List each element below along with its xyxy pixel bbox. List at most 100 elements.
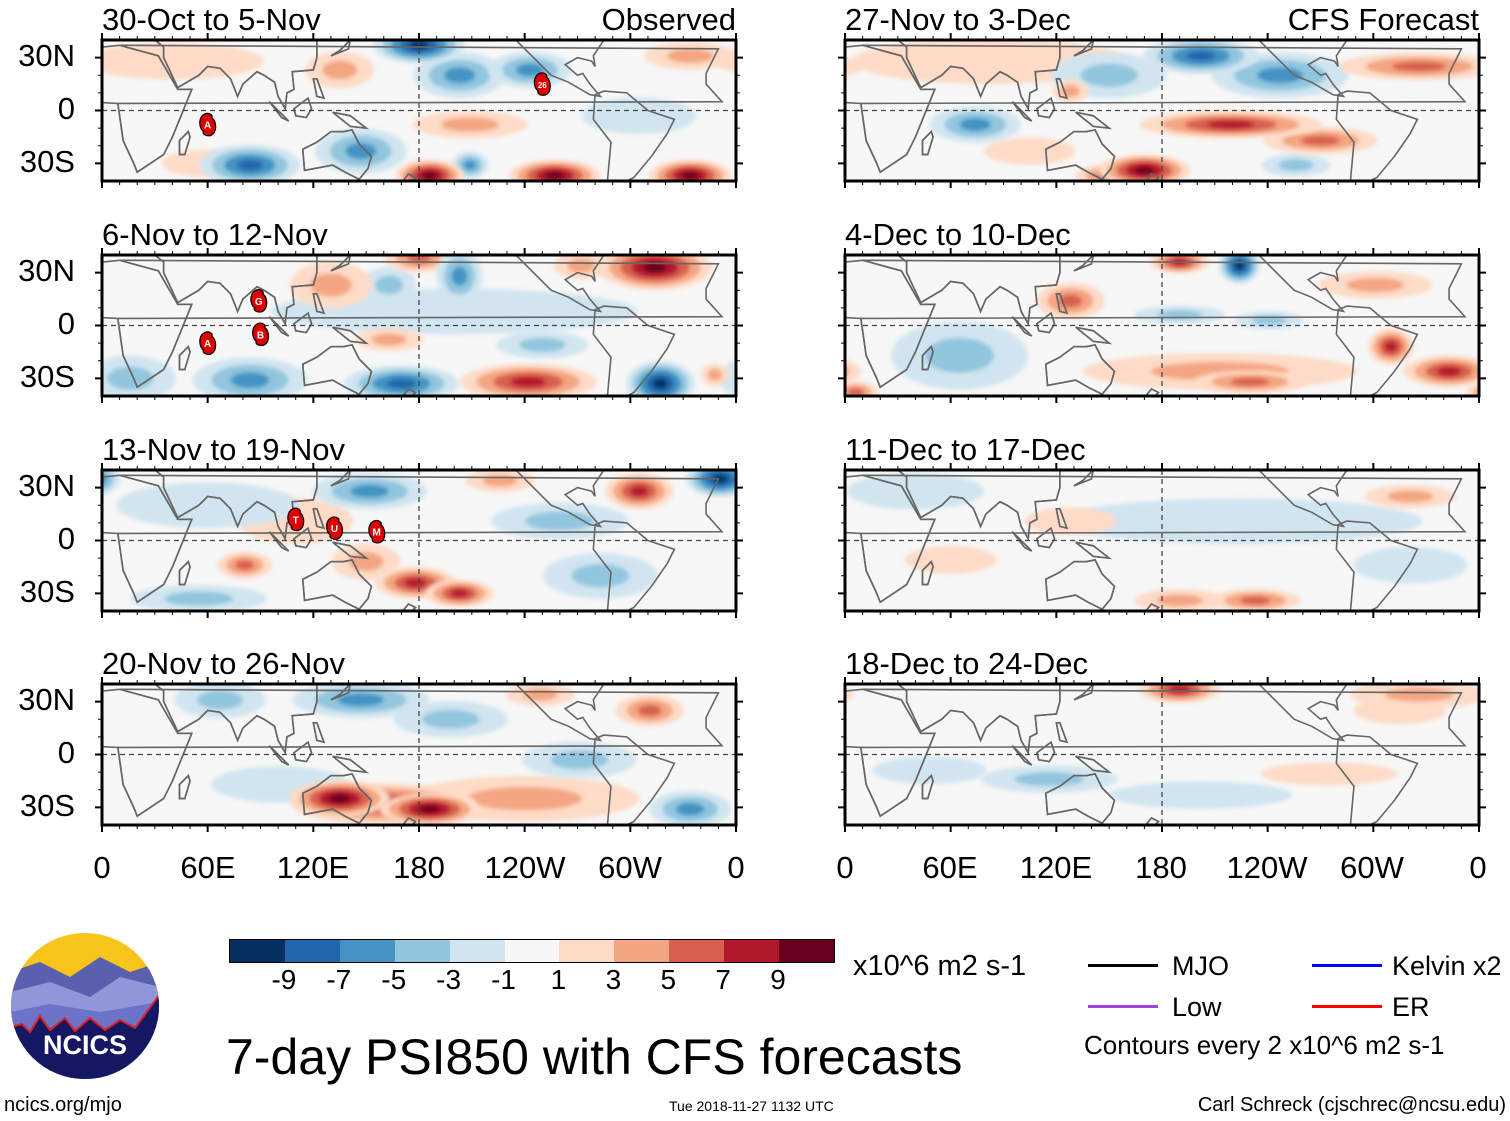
coastline <box>332 326 369 345</box>
anomaly-contour <box>516 63 544 77</box>
map-panel <box>838 463 1486 618</box>
lat-label: 30S <box>19 144 75 179</box>
colorbar-level: -5 <box>381 964 407 995</box>
anomaly-contour <box>846 472 985 510</box>
anomaly-contour <box>753 491 799 502</box>
legend-low-line <box>1088 1005 1158 1008</box>
legend-mjo-line <box>1088 964 1158 967</box>
coastline <box>102 259 194 389</box>
coastline <box>1036 311 1056 334</box>
coastline <box>1036 740 1056 763</box>
footer-url[interactable]: ncics.org/mjo <box>4 1094 122 1116</box>
panel-title: 6-Nov to 12-Nov <box>102 217 328 252</box>
anomaly-contour <box>1346 278 1404 292</box>
anomaly-contour <box>337 693 384 706</box>
anomaly-contour <box>322 60 357 80</box>
coastline <box>312 507 326 530</box>
coastline <box>592 90 676 181</box>
colorbar-swatch <box>284 940 340 962</box>
coastline <box>330 470 352 487</box>
anomaly-contour <box>1235 261 1244 270</box>
lat-label: 30N <box>18 38 75 73</box>
anomaly-contour <box>681 172 699 179</box>
anomaly-contour <box>630 486 648 496</box>
coastline <box>1044 343 1116 396</box>
panel-title: 4-Dec to 10-Dec <box>845 217 1071 252</box>
coastline <box>1075 326 1112 345</box>
anomaly-contour <box>676 803 704 816</box>
coastline <box>1044 558 1116 611</box>
coastline <box>301 772 373 825</box>
coastline <box>1335 90 1419 181</box>
contour-note: Contours every 2 x10^6 m2 s-1 <box>1084 1030 1445 1060</box>
lat-label: 30S <box>19 359 75 394</box>
coastline <box>1335 734 1419 825</box>
coastline <box>293 96 313 119</box>
anomaly-contour <box>925 338 994 373</box>
coastline <box>1073 470 1095 487</box>
anomaly-contour <box>451 266 468 286</box>
storm-marker: B <box>252 322 270 347</box>
coastline <box>330 684 352 701</box>
anomaly-contour <box>1385 342 1397 352</box>
anomaly-contour <box>732 57 839 75</box>
coastline <box>845 259 937 389</box>
anomaly-contour <box>667 48 714 63</box>
anomaly-contour <box>707 369 722 381</box>
map-panel <box>838 677 1486 832</box>
anomaly-contour <box>444 67 475 83</box>
coastline <box>332 755 369 774</box>
lat-label: 30N <box>18 253 75 288</box>
coastline <box>1011 745 1033 766</box>
anomaly-contour <box>734 328 780 365</box>
colorbar-level: 7 <box>715 964 731 995</box>
legend-kelvin-line <box>1312 964 1382 967</box>
coastline <box>592 305 676 396</box>
anomaly-contour <box>653 379 668 389</box>
anomaly-contour <box>758 62 811 71</box>
panel-title: 30-Oct to 5-Nov <box>102 2 321 37</box>
anomaly-contour <box>1058 294 1082 307</box>
coastline <box>1075 755 1112 774</box>
legend-er-line <box>1312 1005 1382 1008</box>
panel-title: 18-Dec to 24-Dec <box>845 646 1088 681</box>
legend-kelvin-label: Kelvin x2 <box>1392 951 1502 981</box>
lon-label: 120E <box>276 850 350 885</box>
logo-text: NCICS <box>43 1030 127 1060</box>
anomaly-contour <box>441 117 499 132</box>
storm-label: B <box>257 330 264 341</box>
footer-author: Carl Schreck (cjschrec@ncsu.edu) <box>1197 1094 1506 1116</box>
panel-source-tag: Observed <box>601 2 736 37</box>
anomaly-contour <box>1240 596 1271 605</box>
colorbar-level: -9 <box>271 964 297 995</box>
anomaly-contour <box>1384 687 1454 702</box>
anomaly-contour <box>271 288 638 335</box>
anomaly-contour <box>1506 757 1510 784</box>
colorbar-level: 3 <box>605 964 622 995</box>
ncics-logo: NCICS <box>11 933 159 1079</box>
anomaly-contour <box>550 750 608 769</box>
coastline <box>845 40 1061 112</box>
panel-title: 20-Nov to 26-Nov <box>102 646 345 681</box>
anomaly-contour <box>519 338 566 352</box>
anomaly-contour <box>102 42 264 80</box>
lon-label: 0 <box>727 850 745 885</box>
coastline <box>592 734 676 825</box>
lon-label: 180 <box>1135 850 1187 885</box>
coastline <box>312 77 326 100</box>
anomaly-contour <box>164 591 234 606</box>
coastline <box>268 101 290 122</box>
anomaly-contour <box>845 365 850 378</box>
anomaly-contour <box>237 159 263 171</box>
coastline <box>514 684 605 742</box>
colorbar-swatch <box>230 940 285 962</box>
coastline <box>921 345 934 371</box>
coastline <box>1011 101 1033 122</box>
colorbar-swatch <box>724 940 780 962</box>
legend-er-label: ER <box>1392 992 1430 1022</box>
anomaly-contour <box>1392 61 1446 72</box>
anomaly-contour <box>1156 594 1203 607</box>
coastline <box>268 316 290 337</box>
panel-title: 13-Nov to 19-Nov <box>102 432 345 467</box>
